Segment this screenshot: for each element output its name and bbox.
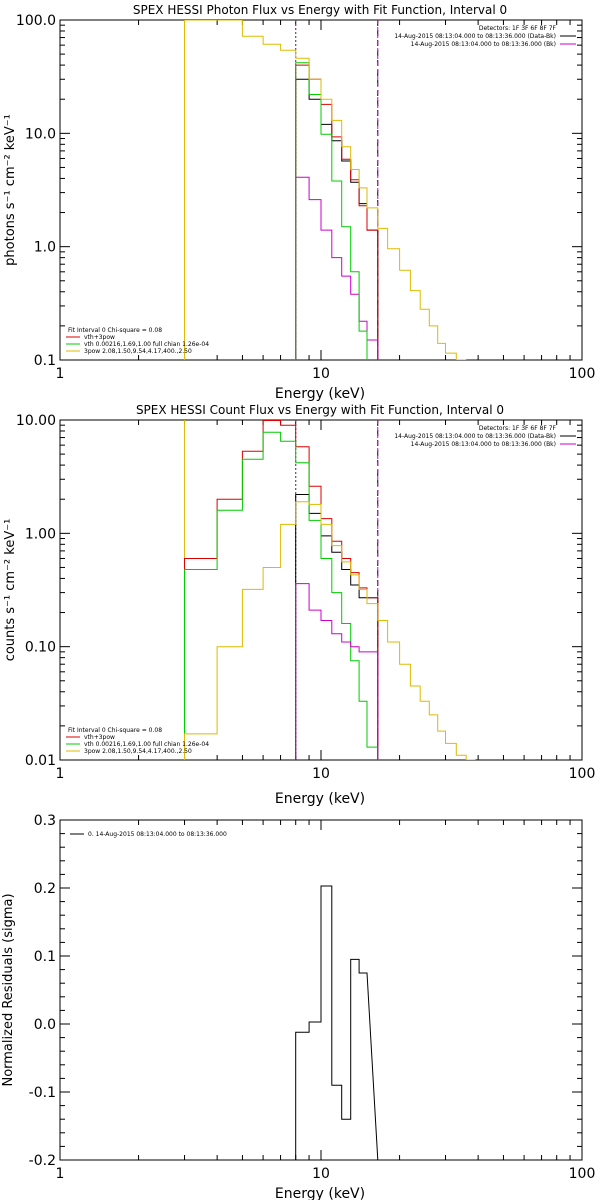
- data-layer: [295, 885, 379, 1160]
- y-tick-label: 0.0: [34, 1017, 56, 1033]
- histogram-series: [184, 501, 476, 760]
- x-tick-label: 1: [56, 366, 65, 382]
- y-tick-label: -0.2: [29, 1153, 56, 1169]
- residuals-panel: Energy (keV) Normalized Residuals (sigma…: [1, 813, 595, 1200]
- y-tick-label: 10.0: [25, 126, 56, 142]
- legend-entry: 14-Aug-2015 08:13:04.000 to 08:13:36.000…: [394, 33, 556, 40]
- legend-entry: Detectors: 1F 3F 6F 8F 7F: [479, 25, 557, 32]
- x-tick-label: 10: [312, 1166, 330, 1182]
- legend-entry: vth 0.00216,1.69,1.00 full chian 1.26e-0…: [84, 741, 209, 748]
- y-axis-label: counts s⁻¹ cm⁻² keV⁻¹: [3, 519, 18, 662]
- plot-frame: [59, 419, 583, 761]
- legend-entry: vth+3pow: [84, 334, 115, 341]
- y-tick-label: 100.0: [16, 13, 56, 29]
- data-layer: [184, 20, 467, 360]
- y-tick-label: 10.00: [16, 413, 56, 429]
- legend-entry: vth+3pow: [84, 734, 115, 741]
- x-axis-label: Energy (keV): [275, 791, 365, 807]
- histogram-series: [295, 494, 379, 760]
- chart-title: SPEX HESSI Photon Flux vs Energy with Fi…: [133, 3, 507, 17]
- legend-entry: 14-Aug-2015 08:13:04.000 to 08:13:36.000…: [394, 433, 556, 440]
- legend-entry: 14-Aug-2015 08:13:04.000 to 08:13:36.000…: [411, 41, 556, 48]
- histogram-series: [184, 420, 379, 760]
- y-tick-label: 0.3: [34, 813, 56, 829]
- photon-flux-panel: SPEX HESSI Photon Flux vs Energy with Fi…: [3, 3, 595, 402]
- histogram-series: [184, 431, 379, 760]
- histogram-series: [295, 64, 379, 360]
- y-tick-label: 1.00: [25, 526, 56, 542]
- y-tick-label: 0.10: [25, 640, 56, 656]
- x-axis-label: Energy (keV): [275, 386, 365, 402]
- x-tick-label: 100: [569, 366, 596, 382]
- legend-entry: Detectors: 1F 3F 6F 8F 7F: [479, 425, 557, 432]
- x-axis-label: Energy (keV): [275, 1186, 365, 1200]
- histogram-series: [295, 176, 379, 360]
- count-flux-panel: SPEX HESSI Count Flux vs Energy with Fit…: [3, 403, 595, 807]
- y-tick-label: 0.1: [34, 353, 56, 369]
- y-tick-label: 0.1: [34, 949, 56, 965]
- x-tick-label: 10: [312, 766, 330, 782]
- histogram-series: [295, 78, 379, 360]
- y-tick-label: 0.2: [34, 881, 56, 897]
- histogram-series: [295, 583, 379, 760]
- legend-entry: Fit Interval 0 Chi-square = 0.08: [68, 327, 162, 334]
- x-tick-label: 1: [56, 1166, 65, 1182]
- legend-entry: 3pow 2.08,1.50,9.54,4.17,400.,2.50: [84, 748, 192, 755]
- legend-entry: vth 0.00216,1.69,1.00 full chian 1.26e-0…: [84, 341, 209, 348]
- legend-entry: Fit Interval 0 Chi-square = 0.08: [68, 727, 162, 734]
- legend-entry: 3pow 2.08,1.50,9.54,4.17,400.,2.50: [84, 348, 192, 355]
- legend-entry: 0. 14-Aug-2015 08:13:04.000 to 08:13:36.…: [88, 831, 227, 838]
- plot-frame: [59, 19, 583, 361]
- x-tick-label: 100: [569, 1166, 596, 1182]
- data-layer: [184, 420, 476, 760]
- x-tick-label: 100: [569, 766, 596, 782]
- y-axis-label: photons s⁻¹ cm⁻² keV⁻¹: [3, 114, 18, 266]
- chart-title: SPEX HESSI Count Flux vs Energy with Fit…: [136, 403, 504, 417]
- histogram-series: [295, 885, 379, 1160]
- x-tick-label: 10: [312, 366, 330, 382]
- y-tick-label: -0.1: [29, 1085, 56, 1101]
- legend-entry: 14-Aug-2015 08:13:04.000 to 08:13:36.000…: [411, 441, 556, 448]
- y-tick-label: 1.0: [34, 240, 56, 256]
- x-tick-label: 1: [56, 766, 65, 782]
- y-axis-label: Normalized Residuals (sigma): [1, 893, 16, 1086]
- y-tick-label: 0.01: [25, 753, 56, 769]
- histogram-series: [184, 20, 467, 360]
